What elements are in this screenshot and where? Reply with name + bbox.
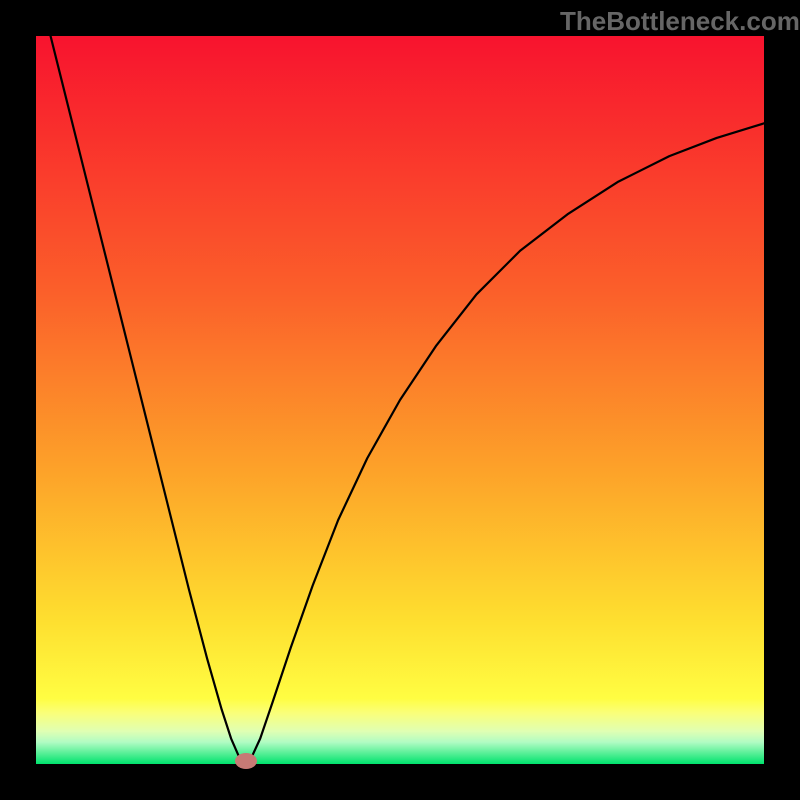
chart-root: TheBottleneck.com [0, 0, 800, 800]
watermark-text: TheBottleneck.com [560, 6, 800, 37]
optimal-point-marker [235, 753, 257, 769]
bottleneck-curve [36, 36, 764, 764]
plot-area [36, 36, 764, 764]
